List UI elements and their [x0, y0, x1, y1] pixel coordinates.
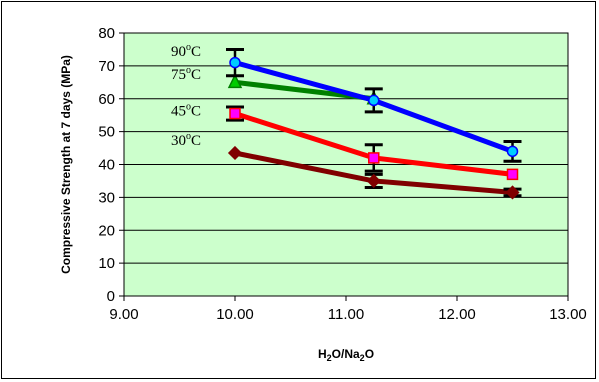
y-axis-title: Compressive Strength at 7 days (MPa): [59, 55, 73, 274]
y-tick-label: 80: [98, 25, 115, 42]
series-label: 90oC: [171, 42, 201, 60]
y-tick-label: 20: [98, 222, 115, 239]
x-tick-label: 13.00: [549, 306, 587, 323]
series-label: 75oC: [171, 65, 201, 83]
y-tick-label: 60: [98, 91, 115, 108]
data-point: [366, 173, 381, 188]
x-tick-label: 9.00: [109, 306, 138, 323]
y-tick-label: 50: [98, 124, 115, 141]
data-point: [227, 145, 243, 161]
x-tick-label: 11.00: [328, 306, 364, 323]
series-label: 30oC: [171, 131, 201, 149]
data-point: [368, 94, 380, 107]
axes: [119, 32, 569, 301]
series-45°C: [226, 105, 519, 181]
series-labels: 30oC 45oC 75oC 90oC: [171, 42, 201, 149]
y-tick-label: 0: [107, 288, 115, 305]
data-point: [506, 145, 519, 158]
series-label: 45oC: [171, 101, 201, 119]
y-tick-label: 70: [98, 58, 115, 75]
x-axis-title: H2O/Na2O: [318, 347, 374, 363]
data-point: [227, 73, 243, 89]
y-tick-label: 10: [98, 255, 115, 272]
tick-labels: 0 10 20 30 40 50 60 70 80 9.00 10.00 11.00 12.00 13.0…: [98, 25, 586, 323]
x-tick-label: 12.00: [438, 306, 476, 323]
gridlines: [124, 65, 568, 264]
data-point: [229, 107, 241, 120]
data-point: [368, 152, 380, 164]
x-tick-label: 10.00: [216, 306, 254, 323]
series-30°C: [227, 145, 522, 200]
y-tick-label: 30: [98, 189, 115, 206]
data-point: [506, 168, 519, 181]
data-point: [505, 185, 520, 200]
series-group: [226, 47, 522, 200]
series-90°C: [226, 47, 522, 163]
data-point: [229, 56, 241, 69]
y-tick-label: 40: [98, 157, 115, 174]
